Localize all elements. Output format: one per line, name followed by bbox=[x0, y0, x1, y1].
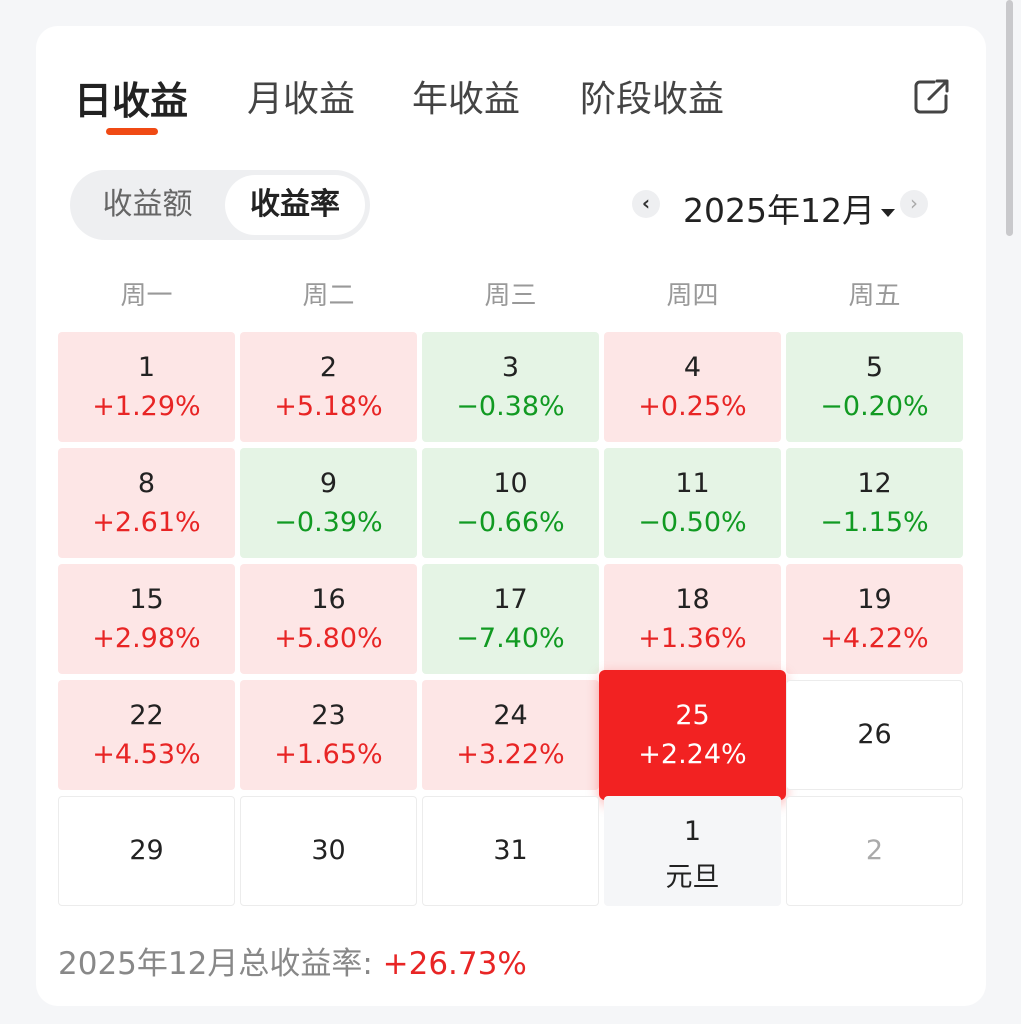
day-return-rate: +1.65% bbox=[274, 739, 383, 770]
tab-3[interactable]: 阶段收益 bbox=[580, 79, 725, 120]
scrollbar[interactable] bbox=[1006, 0, 1013, 236]
day-number: 16 bbox=[311, 584, 346, 615]
day-return-rate: +5.18% bbox=[274, 391, 383, 422]
calendar-day-cell[interactable]: 9 −0.39% bbox=[240, 448, 417, 558]
day-return-rate: −7.40% bbox=[456, 623, 565, 654]
calendar-day-cell[interactable]: 12 −1.15% bbox=[786, 448, 963, 558]
tab-1[interactable]: 月收益 bbox=[247, 79, 356, 120]
day-number: 2 bbox=[865, 835, 884, 866]
calendar-day-cell[interactable]: 22 +4.53% bbox=[58, 680, 235, 790]
calendar-day-cell[interactable]: 30 bbox=[240, 796, 417, 906]
day-number: 9 bbox=[319, 468, 338, 499]
day-return-rate: +1.36% bbox=[638, 623, 747, 654]
day-number: 29 bbox=[129, 835, 164, 866]
total-label: 2025年12月总收益率: bbox=[58, 946, 383, 982]
calendar-day-cell[interactable]: 1 元旦 bbox=[604, 796, 781, 906]
month-picker[interactable]: 2025年12月 bbox=[683, 184, 895, 232]
day-return-rate: −0.50% bbox=[638, 507, 747, 538]
day-number: 30 bbox=[311, 835, 346, 866]
day-number: 24 bbox=[493, 700, 528, 731]
calendar-day-cell[interactable]: 18 +1.36% bbox=[604, 564, 781, 674]
day-number: 15 bbox=[129, 584, 164, 615]
day-number: 19 bbox=[857, 584, 892, 615]
total-value: +26.73% bbox=[382, 946, 527, 982]
tab-0[interactable]: 日收益 bbox=[74, 79, 189, 123]
day-number: 17 bbox=[493, 584, 528, 615]
day-return-rate: +2.24% bbox=[638, 739, 747, 770]
day-return-rate: +3.22% bbox=[456, 739, 565, 770]
calendar-day-cell[interactable]: 25 +2.24% bbox=[599, 670, 786, 800]
day-number: 31 bbox=[493, 835, 528, 866]
day-return-rate: −0.66% bbox=[456, 507, 565, 538]
calendar-day-cell[interactable]: 29 bbox=[58, 796, 235, 906]
day-return-rate: +4.22% bbox=[820, 623, 929, 654]
day-number: 5 bbox=[865, 352, 884, 383]
weekday-label: 周一 bbox=[120, 281, 173, 311]
day-number: 1 bbox=[137, 352, 156, 383]
calendar-day-cell[interactable]: 23 +1.65% bbox=[240, 680, 417, 790]
day-number: 12 bbox=[857, 468, 892, 499]
active-tab-indicator bbox=[106, 128, 158, 135]
day-return-rate: +5.80% bbox=[274, 623, 383, 654]
day-return-rate: −0.39% bbox=[274, 507, 383, 538]
calendar-day-cell[interactable]: 2 bbox=[786, 796, 963, 906]
weekday-label: 周五 bbox=[848, 281, 901, 311]
calendar-day-cell[interactable]: 2 +5.18% bbox=[240, 332, 417, 442]
calendar-day-cell[interactable]: 17 −7.40% bbox=[422, 564, 599, 674]
day-number: 25 bbox=[675, 700, 710, 731]
day-number: 10 bbox=[493, 468, 528, 499]
day-return-rate: +1.29% bbox=[92, 391, 201, 422]
calendar-day-cell[interactable]: 19 +4.22% bbox=[786, 564, 963, 674]
calendar-day-cell[interactable]: 11 −0.50% bbox=[604, 448, 781, 558]
share-icon[interactable] bbox=[912, 76, 952, 116]
calendar-day-cell[interactable]: 24 +3.22% bbox=[422, 680, 599, 790]
calendar-day-cell[interactable]: 26 bbox=[786, 680, 963, 790]
day-return-rate: +2.61% bbox=[92, 507, 201, 538]
month-label: 2025年12月 bbox=[683, 191, 875, 230]
weekday-label: 周二 bbox=[302, 281, 355, 311]
calendar-day-cell[interactable]: 4 +0.25% bbox=[604, 332, 781, 442]
next-month-button[interactable]: › bbox=[900, 190, 928, 218]
day-number: 26 bbox=[857, 719, 892, 750]
calendar-day-cell[interactable]: 16 +5.80% bbox=[240, 564, 417, 674]
toggle-rate[interactable]: 收益率 bbox=[225, 175, 365, 235]
calendar-day-cell[interactable]: 1 +1.29% bbox=[58, 332, 235, 442]
prev-month-button[interactable]: ‹ bbox=[632, 190, 660, 218]
day-number: 1 bbox=[683, 816, 702, 847]
day-number: 4 bbox=[683, 352, 702, 383]
day-number: 8 bbox=[137, 468, 156, 499]
day-number: 23 bbox=[311, 700, 346, 731]
calendar-day-cell[interactable]: 3 −0.38% bbox=[422, 332, 599, 442]
day-return-rate: −0.38% bbox=[456, 391, 565, 422]
toggle-amount[interactable]: 收益额 bbox=[102, 187, 193, 222]
tab-2[interactable]: 年收益 bbox=[412, 79, 521, 120]
day-return-rate: +4.53% bbox=[92, 739, 201, 770]
holiday-label: 元旦 bbox=[665, 862, 720, 893]
day-number: 3 bbox=[501, 352, 520, 383]
day-return-rate: −1.15% bbox=[820, 507, 929, 538]
day-number: 22 bbox=[129, 700, 164, 731]
caret-down-icon bbox=[880, 208, 895, 217]
day-number: 11 bbox=[675, 468, 710, 499]
monthly-total: 2025年12月总收益率: +26.73% bbox=[58, 938, 527, 983]
calendar-day-cell[interactable]: 31 bbox=[422, 796, 599, 906]
day-number: 18 bbox=[675, 584, 710, 615]
metric-toggle: 收益额 收益率 bbox=[70, 170, 370, 240]
calendar-day-cell[interactable]: 5 −0.20% bbox=[786, 332, 963, 442]
calendar-day-cell[interactable]: 10 −0.66% bbox=[422, 448, 599, 558]
weekday-label: 周三 bbox=[484, 281, 537, 311]
day-return-rate: −0.20% bbox=[820, 391, 929, 422]
weekday-label: 周四 bbox=[666, 281, 719, 311]
calendar-day-cell[interactable]: 15 +2.98% bbox=[58, 564, 235, 674]
day-return-rate: +2.98% bbox=[92, 623, 201, 654]
day-return-rate: +0.25% bbox=[638, 391, 747, 422]
day-number: 2 bbox=[319, 352, 338, 383]
calendar-day-cell[interactable]: 8 +2.61% bbox=[58, 448, 235, 558]
